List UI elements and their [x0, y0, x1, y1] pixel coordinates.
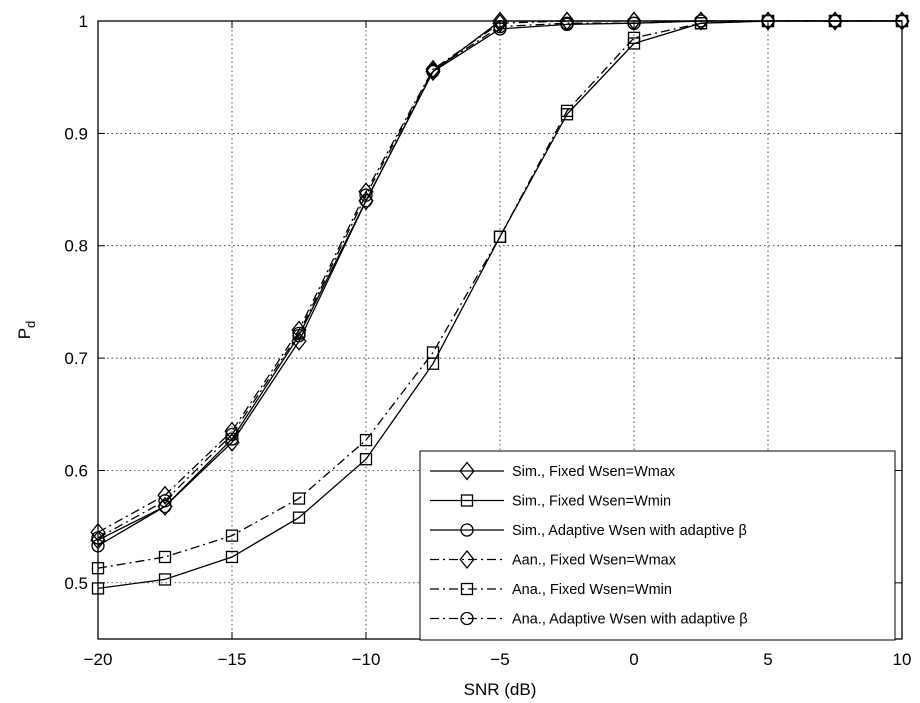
series-3-point: [158, 499, 172, 514]
x-tick-label: 5: [763, 650, 772, 669]
legend-label-2: Sim., Fixed Wsen=Wmin: [512, 494, 671, 510]
series-5-point: [627, 31, 641, 45]
series-1-point: [224, 432, 240, 452]
legend-label-6: Ana., Adaptive Wsen with adaptive β: [512, 612, 748, 628]
y-tick-label: 0.8: [64, 237, 88, 256]
series-6-point: [292, 326, 306, 341]
x-axis-label: SNR (dB): [464, 680, 537, 699]
legend-marker-3: [460, 523, 474, 537]
legend-label-1: Sim., Fixed Wsen=Wmax: [512, 464, 676, 480]
series-1-point: [291, 331, 307, 351]
axis-ticks: −20 −15 −10 −5 0 5 10 0.5 0.6 0.7 0.8 0.9 1: [64, 12, 911, 669]
y-tick-label: 0.5: [64, 574, 88, 593]
legend-marker-1: [459, 461, 475, 481]
legend-label-3: Sim., Adaptive Wsen with adaptive β: [512, 523, 747, 539]
legend-marker-5: [460, 582, 474, 596]
series-5-point: [158, 550, 172, 564]
y-tick-label: 1: [79, 12, 88, 31]
series-1-point: [358, 191, 374, 211]
series-3-point: [225, 432, 239, 446]
y-axis-label: Pd: [15, 321, 38, 340]
series-5-point: [225, 529, 239, 542]
series-2-point: [225, 550, 239, 564]
y-tick-label: 0.7: [64, 349, 88, 368]
series-4-point: [291, 320, 307, 340]
series-4-point: [827, 11, 843, 31]
series-4-point: [157, 485, 173, 505]
legend-marker-4: [459, 549, 475, 570]
series-6-point: [225, 427, 239, 442]
legend-box: [419, 450, 896, 641]
series-6-point: [359, 188, 373, 202]
y-tick-label: 0.9: [64, 124, 88, 143]
legend: Sim., Fixed Wsen=Wmax Sim., Fixed Wsen=Wm…: [419, 450, 896, 641]
svg-text:Pd: Pd: [15, 321, 38, 340]
series-5-point: [493, 230, 507, 243]
series-5-point: [560, 104, 574, 118]
series-5-point: [359, 433, 373, 447]
series-1-point: [425, 62, 441, 82]
series-5-point: [292, 492, 306, 505]
series-6-point: [158, 494, 172, 508]
series-1-point: [157, 496, 173, 516]
series-6-point: [627, 16, 641, 30]
series-5-point: [426, 346, 440, 359]
series-1-point: [492, 11, 508, 31]
x-tick-label: −15: [218, 650, 247, 669]
x-tick-label: −5: [490, 650, 509, 669]
legend-label-4: Aan., Fixed Wsen=Wmax: [512, 553, 677, 569]
x-tick-label: 0: [629, 650, 638, 669]
series-4-point: [760, 11, 776, 31]
legend-marker-2: [460, 494, 474, 507]
series-4-point: [358, 182, 374, 202]
y-axis-label-main: P: [15, 328, 34, 339]
x-tick-label: −10: [352, 650, 381, 669]
series-3-point: [359, 194, 373, 208]
series-6-point: [426, 63, 440, 78]
legend-marker-6: [460, 611, 474, 626]
series-6-point: [560, 16, 574, 30]
series-2-point: [158, 573, 172, 586]
series-2-point: [292, 511, 306, 524]
series-2-point: [359, 453, 373, 466]
y-axis-label-subscript: d: [23, 321, 38, 328]
series-4-point: [224, 421, 240, 441]
x-tick-label: −20: [84, 650, 113, 669]
y-tick-label: 0.6: [64, 461, 88, 480]
x-tick-label: 10: [893, 650, 912, 669]
legend-label-5: Ana., Fixed Wsen=Wmin: [512, 582, 672, 598]
